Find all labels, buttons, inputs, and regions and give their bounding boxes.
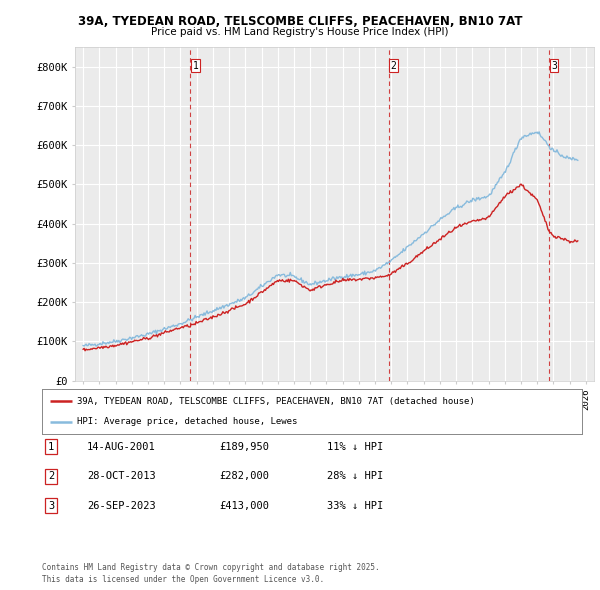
- Text: 1: 1: [193, 61, 198, 71]
- Text: Contains HM Land Registry data © Crown copyright and database right 2025.
This d: Contains HM Land Registry data © Crown c…: [42, 563, 380, 584]
- Text: 14-AUG-2001: 14-AUG-2001: [87, 442, 156, 451]
- Text: 39A, TYEDEAN ROAD, TELSCOMBE CLIFFS, PEACEHAVEN, BN10 7AT (detached house): 39A, TYEDEAN ROAD, TELSCOMBE CLIFFS, PEA…: [77, 397, 475, 406]
- Text: £189,950: £189,950: [219, 442, 269, 451]
- Text: 28% ↓ HPI: 28% ↓ HPI: [327, 471, 383, 481]
- Text: 1: 1: [48, 442, 54, 451]
- Text: 2: 2: [391, 61, 397, 71]
- Text: HPI: Average price, detached house, Lewes: HPI: Average price, detached house, Lewe…: [77, 417, 298, 426]
- Text: 26-SEP-2023: 26-SEP-2023: [87, 501, 156, 510]
- Text: 2: 2: [48, 471, 54, 481]
- Text: 39A, TYEDEAN ROAD, TELSCOMBE CLIFFS, PEACEHAVEN, BN10 7AT: 39A, TYEDEAN ROAD, TELSCOMBE CLIFFS, PEA…: [78, 15, 522, 28]
- Text: 3: 3: [48, 501, 54, 510]
- Text: 11% ↓ HPI: 11% ↓ HPI: [327, 442, 383, 451]
- Text: £413,000: £413,000: [219, 501, 269, 510]
- Text: 3: 3: [551, 61, 557, 71]
- Text: £282,000: £282,000: [219, 471, 269, 481]
- Text: Price paid vs. HM Land Registry's House Price Index (HPI): Price paid vs. HM Land Registry's House …: [151, 27, 449, 37]
- Text: 28-OCT-2013: 28-OCT-2013: [87, 471, 156, 481]
- Text: 33% ↓ HPI: 33% ↓ HPI: [327, 501, 383, 510]
